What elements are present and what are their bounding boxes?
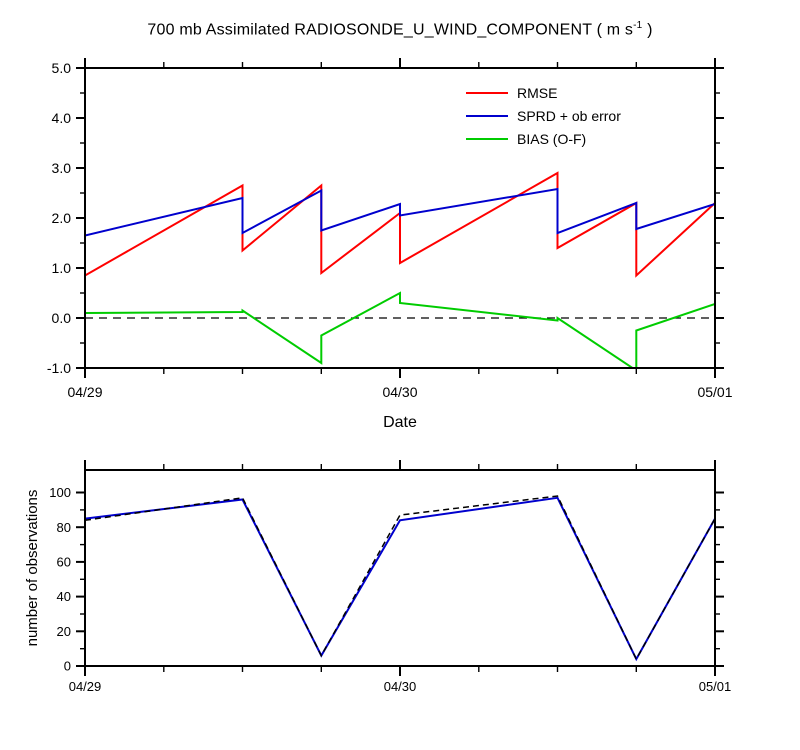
y-tick-label: 80	[57, 520, 71, 535]
x-tick-label: 04/30	[384, 679, 417, 694]
y-tick-label: 4.0	[52, 110, 72, 126]
chart-title-suffix: )	[642, 21, 653, 39]
y-axis-title: number of observations	[24, 490, 41, 647]
x-tick-label: 04/29	[69, 679, 102, 694]
x-tick-label: 04/30	[382, 384, 417, 400]
y-tick-label: 3.0	[52, 160, 72, 176]
legend-label: RMSE	[517, 85, 557, 101]
series-group	[85, 495, 715, 662]
x-axis-title: Date	[383, 414, 417, 431]
legend-label: SPRD + ob error	[517, 108, 621, 124]
y-tick-label: 5.0	[52, 60, 72, 76]
series-line-rmse	[85, 171, 715, 278]
chart-title: 700 mb Assimilated RADIOSONDE_U_WIND_COM…	[0, 20, 800, 39]
series-group	[85, 171, 715, 368]
series-line-blue-solid-line	[85, 496, 715, 662]
panel-2: 04/29 04/30 05/01 0 20 40 60 80 100 number of obs…	[24, 460, 731, 694]
y-tick-label: 100	[49, 485, 71, 500]
y-tick-label: -1.0	[47, 360, 71, 376]
plot-frame	[84, 469, 716, 667]
legend-label: BIAS (O-F)	[517, 131, 586, 147]
y-tick-label: 0	[64, 659, 71, 674]
chart-title-superscript: -1	[633, 20, 643, 31]
chart-title-text: 700 mb Assimilated RADIOSONDE_U_WIND_COM…	[147, 21, 634, 39]
x-tick-label: 04/29	[67, 384, 102, 400]
y-tick-label: 40	[57, 589, 71, 604]
x-tick-label: 05/01	[697, 384, 732, 400]
y-tick-label: 60	[57, 555, 71, 570]
y-tick-label: 20	[57, 624, 71, 639]
y-tick-label: 2.0	[52, 210, 72, 226]
y-tick-label: 0.0	[52, 310, 72, 326]
y-tick-label: 1.0	[52, 260, 72, 276]
series-line-sprd-ob-error	[85, 187, 715, 237]
series-line-bias-o-f	[85, 291, 715, 368]
legend: RMSE SPRD + ob error BIAS (O-F)	[466, 85, 621, 147]
panel-1: 04/29 04/30 05/01 -1.0 0.0 1.0 2.0 3.0 4.0 5.0 Dat…	[47, 58, 733, 431]
x-tick-label: 05/01	[699, 679, 732, 694]
